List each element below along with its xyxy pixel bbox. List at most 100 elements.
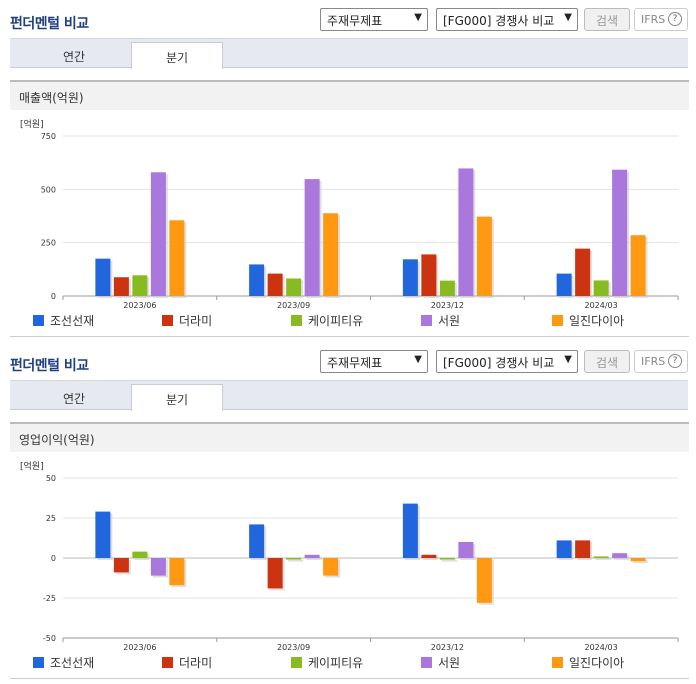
legend-swatch	[33, 657, 44, 668]
tab-annual[interactable]: 연간	[62, 50, 86, 64]
bar[interactable]	[304, 179, 320, 296]
statement-select[interactable]: 주재무제표 ▼	[320, 8, 428, 31]
bar-shadow	[306, 556, 322, 560]
tab-annual[interactable]: 연간	[62, 392, 86, 406]
panel-title: 펀더멘털 비교	[10, 16, 89, 32]
bar[interactable]	[169, 558, 185, 586]
help-icon: ?	[668, 12, 682, 26]
legend-item[interactable]: 서원	[421, 654, 460, 671]
bar[interactable]	[249, 264, 265, 296]
tab-quarterly[interactable]: 분기	[131, 42, 223, 69]
bar[interactable]	[323, 558, 339, 576]
statement-select[interactable]: 주재무제표 ▼	[320, 350, 428, 373]
bar[interactable]	[612, 169, 628, 296]
bar[interactable]	[132, 551, 148, 558]
legend-swatch	[162, 657, 173, 668]
legend-swatch	[33, 315, 44, 326]
legend-item[interactable]: 케이피티유	[291, 312, 363, 329]
legend-item[interactable]: 케이피티유	[291, 654, 363, 671]
bar[interactable]	[169, 220, 185, 296]
legend-label: 조선선재	[50, 656, 95, 670]
bar[interactable]	[476, 216, 492, 296]
compare-select-value: [FG000] 경쟁사 비교	[443, 14, 555, 28]
legend-label: 더라미	[179, 656, 213, 670]
x-tick-label: 2023/06	[123, 643, 156, 652]
bar[interactable]	[132, 275, 148, 296]
bar[interactable]	[249, 524, 265, 558]
legend-item[interactable]: 더라미	[162, 654, 212, 671]
bar[interactable]	[593, 280, 609, 296]
bar[interactable]	[286, 558, 302, 560]
bar[interactable]	[150, 172, 166, 296]
bar[interactable]	[458, 542, 474, 558]
bar[interactable]	[630, 235, 646, 296]
legend-label: 더라미	[179, 314, 213, 328]
ifrs-help-button[interactable]: IFRS ?	[634, 8, 688, 31]
bar[interactable]	[286, 278, 302, 296]
bar-shadow	[595, 558, 611, 560]
legend-item[interactable]: 일진다이아	[552, 312, 624, 329]
bar[interactable]	[267, 273, 283, 296]
bar[interactable]	[267, 558, 283, 589]
bar[interactable]	[612, 553, 628, 558]
operating-profit-bar-chart: -50 -25 0 25 50 2023/06 2023/09 2023/12 2024/03	[43, 474, 679, 652]
compare-select[interactable]: [FG000] 경쟁사 비교 ▼	[436, 350, 578, 373]
x-tick-label: 2023/09	[277, 643, 310, 652]
bar[interactable]	[630, 558, 646, 562]
bar[interactable]	[556, 540, 572, 558]
sales-bar-chart: 0 250 500 750 2023/06 2023/09 2023/12 2024/03	[41, 132, 679, 310]
legend-item[interactable]: 일진다이아	[552, 654, 624, 671]
bar[interactable]	[575, 540, 591, 558]
y-tick-label: 500	[41, 185, 56, 194]
chart-legend: 조선선재 더라미 케이피티유 서원 일진다이아	[0, 312, 696, 330]
tab-quarterly[interactable]: 분기	[131, 384, 223, 411]
bar[interactable]	[113, 277, 129, 296]
legend-swatch	[162, 315, 173, 326]
legend-item[interactable]: 서원	[421, 312, 460, 329]
bar[interactable]	[421, 554, 437, 558]
legend-label: 일진다이아	[569, 314, 625, 328]
legend-item[interactable]: 더라미	[162, 312, 212, 329]
bar[interactable]	[458, 168, 474, 296]
x-tick-label: 2023/06	[123, 301, 156, 310]
legend-item[interactable]: 조선선재	[33, 312, 94, 329]
y-tick-label: 50	[46, 474, 56, 483]
divider	[10, 678, 689, 679]
y-tick-label: -50	[43, 634, 56, 643]
chevron-down-icon: ▼	[564, 354, 572, 365]
bar[interactable]	[323, 213, 339, 296]
bar[interactable]	[95, 258, 111, 296]
bar[interactable]	[593, 556, 609, 558]
bar-shadow	[632, 560, 648, 564]
legend-label: 케이피티유	[308, 656, 364, 670]
y-unit-label: [억원]	[20, 120, 44, 130]
bar[interactable]	[150, 558, 166, 576]
chevron-down-icon: ▼	[564, 12, 572, 23]
compare-select-value: [FG000] 경쟁사 비교	[443, 356, 555, 370]
ifrs-label: IFRS	[641, 13, 666, 26]
legend-label: 조선선재	[50, 314, 95, 328]
legend-label: 서원	[438, 314, 461, 328]
compare-select[interactable]: [FG000] 경쟁사 비교 ▼	[436, 8, 578, 31]
bar[interactable]	[113, 558, 129, 573]
bar[interactable]	[439, 558, 455, 560]
bar[interactable]	[439, 280, 455, 296]
legend-item[interactable]: 조선선재	[33, 654, 94, 671]
search-button[interactable]: 검색	[584, 350, 630, 373]
bar[interactable]	[476, 558, 492, 603]
bar[interactable]	[575, 248, 591, 296]
bar[interactable]	[304, 554, 320, 558]
bar[interactable]	[402, 503, 418, 558]
y-tick-label: 0	[51, 554, 56, 563]
legend-swatch	[291, 657, 302, 668]
x-tick-label: 2023/12	[431, 643, 464, 652]
panel-title: 펀더멘털 비교	[10, 358, 89, 374]
bar[interactable]	[95, 511, 111, 558]
chevron-down-icon: ▼	[414, 354, 422, 365]
bar[interactable]	[421, 254, 437, 296]
legend-swatch	[421, 315, 432, 326]
ifrs-help-button[interactable]: IFRS ?	[634, 350, 688, 373]
bar[interactable]	[402, 259, 418, 296]
search-button[interactable]: 검색	[584, 8, 630, 31]
bar[interactable]	[556, 273, 572, 296]
